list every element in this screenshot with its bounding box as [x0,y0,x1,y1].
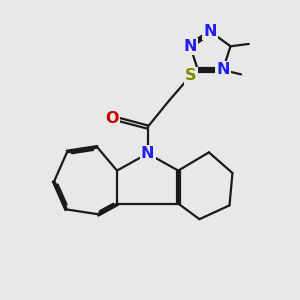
Text: O: O [105,111,119,126]
Text: N: N [216,62,230,77]
Text: N: N [183,39,197,54]
Text: N: N [204,24,217,39]
Text: S: S [185,68,197,83]
Text: N: N [141,146,154,161]
